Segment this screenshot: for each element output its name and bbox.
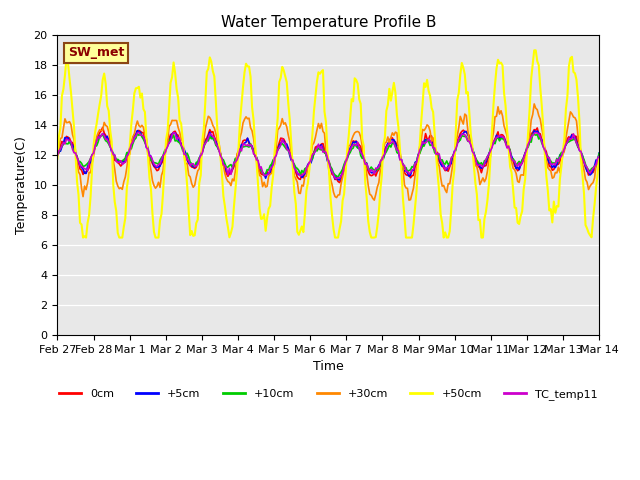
Legend: 0cm, +5cm, +10cm, +30cm, +50cm, TC_temp11: 0cm, +5cm, +10cm, +30cm, +50cm, TC_temp1… xyxy=(54,384,602,404)
TC_temp11 xyxy=(216,153,224,158)
+30cm xyxy=(215,139,223,145)
+5cm xyxy=(292,168,300,173)
TC_temp11 xyxy=(292,167,300,173)
+30cm xyxy=(233,151,241,157)
+5cm xyxy=(595,150,603,156)
0cm xyxy=(244,135,252,141)
+30cm xyxy=(242,114,250,120)
TC_temp11 xyxy=(54,152,61,158)
+10cm xyxy=(244,144,252,149)
Y-axis label: Temperature(C): Temperature(C) xyxy=(15,136,28,234)
Line: 0cm: 0cm xyxy=(58,128,599,182)
Line: TC_temp11: TC_temp11 xyxy=(58,132,599,179)
+10cm xyxy=(292,165,300,170)
TC_temp11 xyxy=(135,130,143,135)
+30cm xyxy=(531,101,538,107)
0cm xyxy=(216,151,224,156)
+50cm xyxy=(595,155,603,160)
+30cm xyxy=(595,156,603,161)
Line: +10cm: +10cm xyxy=(58,133,599,177)
+30cm xyxy=(54,153,61,158)
Line: +50cm: +50cm xyxy=(58,50,599,238)
Line: +5cm: +5cm xyxy=(58,131,599,180)
+50cm xyxy=(122,216,129,221)
+10cm xyxy=(136,131,144,136)
+50cm xyxy=(244,63,252,69)
0cm xyxy=(235,153,243,158)
+50cm xyxy=(54,156,61,162)
0cm xyxy=(595,153,603,158)
+10cm xyxy=(334,174,342,180)
X-axis label: Time: Time xyxy=(313,360,344,373)
+5cm xyxy=(244,135,252,141)
Line: +30cm: +30cm xyxy=(58,104,599,200)
TC_temp11 xyxy=(595,154,603,159)
+50cm xyxy=(79,235,87,240)
+30cm xyxy=(568,111,576,117)
+5cm xyxy=(336,177,344,183)
+50cm xyxy=(292,201,300,207)
TC_temp11 xyxy=(244,142,252,148)
TC_temp11 xyxy=(120,160,127,166)
Title: Water Temperature Profile B: Water Temperature Profile B xyxy=(221,15,436,30)
+30cm xyxy=(291,173,298,179)
+50cm xyxy=(568,54,576,60)
+10cm xyxy=(120,157,127,163)
0cm xyxy=(568,132,576,137)
TC_temp11 xyxy=(235,153,243,159)
0cm xyxy=(292,169,300,175)
Text: SW_met: SW_met xyxy=(68,46,125,60)
+50cm xyxy=(235,146,243,152)
+5cm xyxy=(568,132,576,138)
0cm xyxy=(336,180,344,185)
+10cm xyxy=(595,151,603,156)
+50cm xyxy=(531,48,538,53)
+10cm xyxy=(54,152,61,158)
+5cm xyxy=(216,150,224,156)
+5cm xyxy=(120,158,127,164)
0cm xyxy=(54,152,61,157)
0cm xyxy=(122,157,129,163)
0cm xyxy=(99,125,106,131)
+5cm xyxy=(235,148,243,154)
TC_temp11 xyxy=(568,136,576,142)
TC_temp11 xyxy=(333,176,340,181)
+5cm xyxy=(134,128,141,133)
+10cm xyxy=(568,137,576,143)
+30cm xyxy=(371,197,378,203)
+5cm xyxy=(54,153,61,158)
+30cm xyxy=(120,179,127,185)
+10cm xyxy=(216,151,224,156)
+10cm xyxy=(235,153,243,159)
+50cm xyxy=(216,153,224,159)
